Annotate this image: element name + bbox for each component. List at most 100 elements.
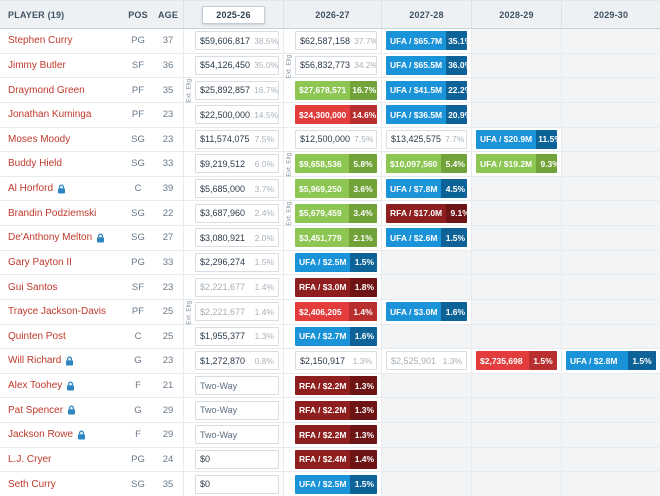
player-link[interactable]: Seth Curry <box>8 478 56 490</box>
season-cell-2028-29 <box>471 472 561 496</box>
season-cell-2027-28: $10,097,560 5.4% <box>381 152 471 176</box>
player-link[interactable]: Moses Moody <box>8 133 71 145</box>
player-age: 25 <box>162 306 174 318</box>
cell-percentage: 20.9% <box>446 105 467 125</box>
season-cell-2029-30 <box>561 152 660 176</box>
option-cell-rfa: RFA / $2.2M 1.3% <box>295 400 377 420</box>
cell-value: UFA / $36.5M <box>390 109 443 120</box>
player-cell: Jonathan Kuminga <box>0 103 123 127</box>
option-cell-rfa: RFA / $2.2M 1.3% <box>295 425 377 445</box>
col-header-player[interactable]: PLAYER (19) <box>8 9 65 20</box>
player-link[interactable]: Will Richard <box>8 355 62 367</box>
player-link[interactable]: Gary Payton II <box>8 256 72 268</box>
season-cell-2028-29 <box>471 447 561 472</box>
ext-elig-label: Ext. Elig. <box>285 151 293 177</box>
player-link[interactable]: Jonathan Kuminga <box>8 109 92 121</box>
season-cell-2029-30 <box>561 423 660 447</box>
cell-percentage: 35.0% <box>254 60 279 71</box>
col-header-season-2029-30[interactable]: 2029-30 <box>561 1 660 28</box>
player-link[interactable]: Buddy Hield <box>8 158 62 170</box>
cell-value: UFA / $65.5M <box>390 60 443 71</box>
player-cell: Jackson Rowe <box>0 423 123 447</box>
season-cell-2028-29 <box>471 423 561 447</box>
cell-percentage: 2.0% <box>254 232 274 243</box>
player-position: PG <box>131 453 145 465</box>
season-cell-2029-30 <box>561 250 660 275</box>
season-cell-2026-27: RFA / $2.4M 1.4% <box>283 447 381 472</box>
active-season-tab[interactable]: 2025-26 <box>202 5 265 24</box>
col-header-pos[interactable]: POS <box>128 9 148 20</box>
salary-cell: $22,500,000 14.5% <box>195 105 279 125</box>
player-link[interactable]: Pat Spencer <box>8 404 64 416</box>
player-link[interactable]: Quinten Post <box>8 330 66 342</box>
season-cell-2025-26: $3,080,921 2.0% <box>183 226 283 250</box>
cell-value: UFA / $65.7M <box>390 35 443 46</box>
season-cell-2029-30 <box>561 275 660 299</box>
col-header-season-2028-29[interactable]: 2028-29 <box>471 1 561 28</box>
player-link[interactable]: Jimmy Butler <box>8 59 66 71</box>
cell-value: RFA / $2.2M <box>299 405 347 416</box>
player-link[interactable]: L.J. Cryer <box>8 453 52 465</box>
player-position: F <box>135 429 141 441</box>
player-link[interactable]: Alex Toohey <box>8 380 63 392</box>
cell-value: RFA / $3.0M <box>299 282 347 293</box>
player-link[interactable]: Trayce Jackson-Davis <box>8 306 106 318</box>
player-link[interactable]: Jackson Rowe <box>8 429 74 441</box>
player-link[interactable]: De'Anthony Melton <box>8 232 93 244</box>
player-cell: Quinten Post <box>0 325 123 349</box>
season-cell-2027-28 <box>381 398 471 422</box>
player-age: 33 <box>162 256 174 268</box>
salary-cell: $1,272,870 0.8% <box>195 351 279 371</box>
col-header-season-2026-27[interactable]: 2026-27 <box>283 1 381 28</box>
cell-percentage: 0.8% <box>254 355 274 366</box>
col-header-age[interactable]: AGE <box>157 9 179 20</box>
table-row: Alex Toohey F 21 Two-Way RFA / $2.2M 1.3% <box>0 373 660 399</box>
col-header-season-2025-26[interactable]: 2025-26 <box>183 1 283 28</box>
season-cell-2028-29: $2,735,698 1.5% <box>471 349 561 373</box>
cell-percentage: 7.7% <box>445 134 465 145</box>
player-position: PG <box>131 35 145 47</box>
salary-cell: $11,574,075 7.5% <box>195 129 279 149</box>
table-row: Stephen Curry PG 37 $59,606,817 38.5% $62,587… <box>0 29 660 54</box>
player-age: 29 <box>162 404 174 416</box>
option-cell-ufa: UFA / $2.5M 1.5% <box>295 474 377 494</box>
player-age: 21 <box>162 380 174 392</box>
salary-cell: Two-Way <box>195 425 279 445</box>
season-cell-2029-30 <box>561 29 660 53</box>
season-cell-2029-30 <box>561 299 660 324</box>
season-cell-2026-27: UFA / $2.7M 1.6% <box>283 324 381 349</box>
cell-percentage: 1.5% <box>350 252 377 272</box>
player-link[interactable]: Brandin Podziemski <box>8 207 97 219</box>
season-cell-2028-29 <box>471 102 561 127</box>
col-header-season-2027-28[interactable]: 2027-28 <box>381 1 471 28</box>
cell-value: Two-Way <box>200 429 238 440</box>
player-link[interactable]: Stephen Curry <box>8 35 73 47</box>
player-link[interactable]: Al Horford <box>8 183 54 195</box>
player-position: C <box>134 330 142 342</box>
season-cell-2025-26: $3,687,960 2.4% <box>183 201 283 225</box>
player-age: 33 <box>162 158 174 170</box>
option-cell-rfa: RFA / $2.2M 1.3% <box>295 376 377 396</box>
cell-percentage: 2.1% <box>349 228 377 248</box>
player-link[interactable]: Draymond Green <box>8 84 85 96</box>
cell-percentage: 5.8% <box>349 154 377 174</box>
player-cell: Alex Toohey <box>0 374 123 398</box>
cell-value: $22,500,000 <box>200 109 251 120</box>
player-position: F <box>135 380 141 392</box>
player-link[interactable]: Gui Santos <box>8 281 58 293</box>
cell-percentage: 35.1% <box>446 31 467 51</box>
player-age: 23 <box>162 281 174 293</box>
player-age: 36 <box>162 59 174 71</box>
player-cell: Stephen Curry <box>0 29 123 53</box>
season-cell-2029-30 <box>561 127 660 152</box>
cell-value: $0 <box>200 454 211 465</box>
season-cell-2026-27: Ext. Elig. $9,658,536 5.8% <box>283 151 381 177</box>
contract-icon <box>66 381 75 391</box>
cell-value: UFA / $2.8M <box>570 355 618 366</box>
season-cell-2029-30 <box>561 398 660 422</box>
season-cell-2029-30 <box>561 201 660 225</box>
cell-value: UFA / $2.5M <box>299 257 347 268</box>
contract-icon <box>96 233 105 243</box>
